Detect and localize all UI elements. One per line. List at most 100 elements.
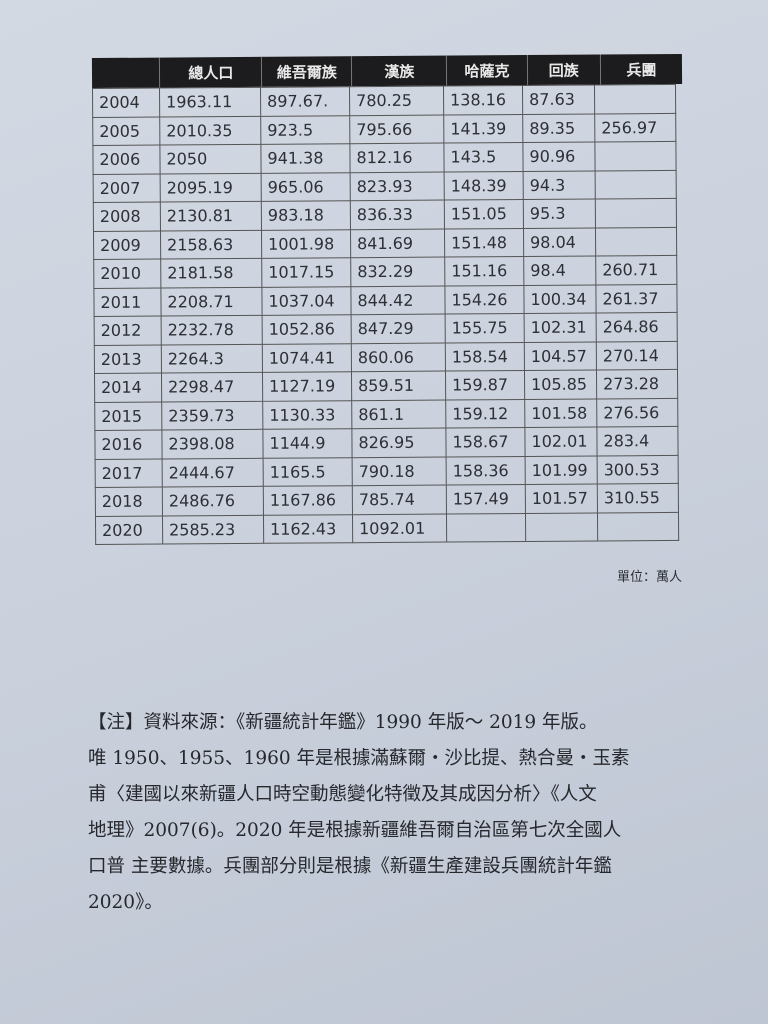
value-cell: 2398.08 — [161, 429, 264, 459]
note-line: 口普 主要數據。兵團部分則是根據《新疆生產建設兵團統計年鑑 — [88, 856, 612, 877]
value-cell: 1963.11 — [159, 87, 261, 117]
column-header: 回族 — [526, 54, 600, 86]
value-cell: 1092.01 — [352, 513, 447, 543]
value-cell: 790.18 — [352, 456, 447, 486]
table-row: 2017 2444.67 1165.5 790.18 158.36 101.99 300.5… — [95, 454, 679, 488]
year-cell: 2014 — [94, 373, 162, 402]
table-row: 2008 2130.81 983.18 836.33 151.05 95.3 — [93, 198, 677, 231]
value-cell: 148.39 — [444, 170, 524, 201]
year-cell: 2017 — [95, 458, 163, 488]
column-header — [92, 58, 160, 88]
value-cell: 89.35 — [522, 113, 595, 143]
value-cell: 151.05 — [444, 199, 524, 229]
value-cell: 159.87 — [445, 370, 525, 400]
value-cell: 1144.9 — [262, 428, 353, 458]
value-cell: 795.66 — [349, 114, 444, 144]
value-cell: 2010.35 — [159, 115, 261, 146]
column-header: 總人口 — [159, 56, 262, 88]
year-cell: 2006 — [92, 145, 161, 174]
value-cell: 1052.86 — [262, 314, 352, 344]
note-line: 2020》。 — [88, 892, 163, 913]
table-row: 2006 2050 941.38 812.16 143.5 90.96 — [92, 141, 677, 174]
table-row: 2016 2398.08 1144.9 826.95 158.67 102.01 283.4 — [94, 426, 679, 459]
table-row: 2014 2298.47 1127.19 859.51 159.87 105.85 273.… — [94, 369, 678, 402]
value-cell: 104.57 — [524, 341, 597, 371]
value-cell: 138.16 — [443, 85, 523, 115]
value-cell: 154.26 — [444, 284, 525, 315]
value-cell: 151.16 — [444, 256, 524, 286]
value-cell — [446, 512, 526, 543]
table-row: 2010 2181.58 1017.15 832.29 151.16 98.4 260.71 — [93, 255, 677, 288]
value-cell: 2095.19 — [160, 172, 262, 203]
value-cell: 832.29 — [350, 257, 445, 287]
value-cell: 94.3 — [523, 170, 596, 200]
year-cell: 2013 — [94, 344, 162, 374]
value-cell — [595, 226, 677, 256]
note-line: 唯 1950、1955、1960 年是根據滿蘇爾・沙比提、熱合曼・玉素 — [88, 748, 630, 769]
value-cell: 1130.33 — [262, 400, 352, 430]
value-cell: 861.1 — [351, 399, 446, 429]
value-cell: 300.53 — [597, 454, 679, 484]
value-cell: 102.31 — [524, 312, 597, 342]
year-cell: 2007 — [93, 173, 161, 203]
value-cell: 1037.04 — [261, 286, 352, 316]
year-cell: 2009 — [93, 230, 161, 260]
value-cell: 2208.71 — [160, 286, 263, 317]
unit-label: 單位：萬人 — [617, 570, 683, 585]
column-header: 維吾爾族 — [261, 56, 352, 87]
table-row: 2015 2359.73 1130.33 861.1 159.12 101.58 276.5… — [94, 397, 678, 431]
value-cell: 2181.58 — [160, 258, 262, 288]
value-cell: 151.48 — [444, 227, 524, 258]
value-cell: 256.97 — [594, 112, 676, 142]
value-cell: 1001.98 — [261, 229, 351, 259]
value-cell: 90.96 — [522, 141, 596, 171]
year-cell: 2008 — [93, 202, 161, 231]
value-cell: 2050 — [159, 144, 262, 174]
year-cell: 2010 — [93, 259, 161, 288]
value-cell: 158.36 — [446, 455, 526, 486]
value-cell: 98.04 — [523, 227, 596, 257]
value-cell: 836.33 — [350, 200, 445, 230]
value-cell: 923.5 — [260, 115, 350, 145]
value-cell: 260.71 — [595, 255, 677, 285]
value-cell: 2232.78 — [161, 315, 263, 345]
value-cell — [595, 198, 677, 228]
note-line: 地理》2007(6)。2020 年是根據新疆維吾爾自治區第七次全國人 — [88, 820, 622, 841]
note-line: 【注】資料來源：《新疆統計年鑑》1990 年版～ 2019 年版。 — [88, 712, 598, 733]
value-cell: 98.4 — [523, 255, 596, 285]
table-row: 2005 2010.35 923.5 795.66 141.39 89.35 256.97 — [92, 112, 676, 146]
value-cell: 105.85 — [524, 369, 597, 399]
table-row: 2007 2095.19 965.06 823.93 148.39 94.3 — [93, 169, 677, 203]
value-cell: 965.06 — [261, 172, 351, 202]
value-cell: 2585.23 — [162, 514, 264, 545]
table-row: 2020 2585.23 1162.43 1092.01 — [95, 511, 679, 545]
value-cell: 844.42 — [350, 285, 446, 315]
value-cell: 273.28 — [596, 369, 678, 399]
value-cell: 941.38 — [260, 143, 351, 173]
value-cell: 143.5 — [443, 142, 524, 172]
value-cell: 2444.67 — [162, 457, 264, 488]
value-cell: 841.69 — [350, 228, 445, 258]
value-cell: 261.37 — [595, 283, 678, 313]
value-cell: 158.67 — [445, 427, 526, 457]
value-cell: 860.06 — [351, 342, 446, 372]
value-cell: 2486.76 — [162, 486, 264, 516]
value-cell: 276.56 — [596, 397, 678, 427]
value-cell: 1165.5 — [263, 457, 353, 487]
value-cell: 159.12 — [445, 398, 525, 429]
value-cell: 270.14 — [596, 340, 678, 370]
value-cell: 823.93 — [350, 171, 445, 201]
value-cell: 826.95 — [351, 428, 447, 458]
value-cell: 101.99 — [525, 455, 598, 485]
value-cell: 1017.15 — [261, 257, 351, 287]
value-cell: 283.4 — [596, 426, 679, 456]
table-row: 2018 2486.76 1167.86 785.74 157.49 101.57 310.… — [95, 483, 679, 516]
column-header: 漢族 — [351, 55, 447, 87]
year-cell: 2011 — [93, 287, 162, 317]
year-cell: 2005 — [92, 116, 160, 146]
value-cell: 2130.81 — [160, 201, 262, 231]
table-header: 總人口 維吾爾族 漢族 哈薩克 回族 兵團 — [91, 53, 683, 89]
value-cell — [595, 169, 677, 199]
year-cell: 2015 — [94, 401, 162, 431]
value-cell: 264.86 — [596, 312, 678, 342]
